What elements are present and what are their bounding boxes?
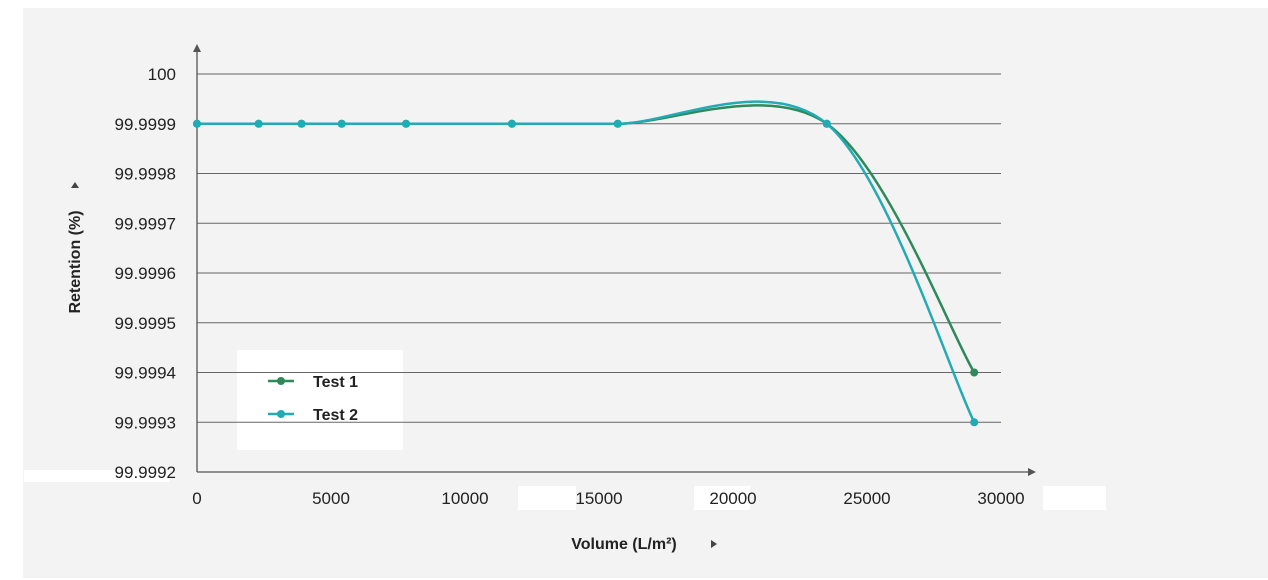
x-axis-title: Volume (L/m²) bbox=[571, 536, 676, 553]
y-axis-title-arrow bbox=[71, 182, 79, 188]
y-tick-label: 99.9992 bbox=[115, 463, 176, 482]
legend: Test 1 Test 2 bbox=[268, 374, 358, 424]
data-point-test-2 bbox=[822, 119, 831, 128]
x-tick-label: 20000 bbox=[709, 489, 756, 508]
y-tick-label: 99.9996 bbox=[115, 264, 176, 283]
data-point-test-2 bbox=[507, 119, 516, 128]
x-tick-label: 25000 bbox=[843, 489, 890, 508]
legend-box bbox=[237, 350, 403, 450]
legend-label-test-1: Test 1 bbox=[313, 374, 358, 391]
data-point-test-2 bbox=[970, 418, 979, 427]
series-points bbox=[193, 119, 979, 427]
x-tick-label: 5000 bbox=[312, 489, 350, 508]
data-point-test-2 bbox=[402, 119, 411, 128]
x-tick-label: 10000 bbox=[441, 489, 488, 508]
background-patch bbox=[518, 486, 576, 510]
y-tick-label: 99.9994 bbox=[115, 364, 176, 383]
data-point-test-2 bbox=[193, 119, 201, 128]
x-tick-label: 0 bbox=[192, 489, 201, 508]
chart-background bbox=[23, 8, 1268, 578]
y-tick-label: 99.9995 bbox=[115, 314, 176, 333]
legend-label-test-2: Test 2 bbox=[313, 407, 358, 424]
x-axis-title-arrow bbox=[711, 540, 717, 548]
y-axis-title: Retention (%) bbox=[67, 210, 84, 313]
data-point-test-2 bbox=[337, 119, 346, 128]
y-axis-arrow bbox=[193, 44, 201, 52]
data-point-test-2 bbox=[254, 119, 263, 128]
legend-marker-test-2 bbox=[277, 410, 285, 418]
background-patch bbox=[24, 470, 170, 482]
y-tick-labels: 99.9992 99.9993 99.9994 99.9995 99.9996 99.99… bbox=[115, 65, 176, 482]
y-tick-label: 99.9999 bbox=[115, 115, 176, 134]
x-tick-label: 30000 bbox=[977, 489, 1024, 508]
y-tick-label: 99.9993 bbox=[115, 413, 176, 432]
data-point-test-1 bbox=[970, 368, 979, 377]
data-point-test-2 bbox=[613, 119, 622, 128]
legend-marker-test-1 bbox=[277, 377, 285, 385]
y-tick-label: 99.9998 bbox=[115, 165, 176, 184]
y-tick-label: 100 bbox=[148, 65, 176, 84]
x-axis-arrow bbox=[1028, 468, 1036, 476]
series-line-test-1 bbox=[197, 104, 976, 374]
background-patch bbox=[1043, 486, 1106, 510]
x-tick-labels: 0 5000 10000 15000 20000 25000 30000 bbox=[192, 489, 1024, 508]
gridlines bbox=[197, 73, 1001, 423]
y-tick-label: 99.9997 bbox=[115, 214, 176, 233]
background-patch bbox=[694, 486, 750, 510]
data-point-test-2 bbox=[297, 119, 306, 128]
x-tick-label: 15000 bbox=[575, 489, 622, 508]
